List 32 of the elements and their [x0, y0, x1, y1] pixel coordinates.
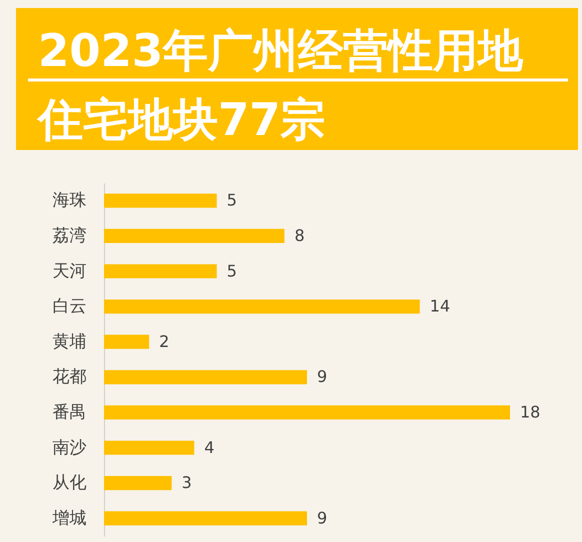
- data-label: 5: [226, 190, 237, 210]
- bar: [104, 476, 172, 490]
- data-label: 14: [430, 296, 450, 316]
- data-label: 9: [317, 367, 328, 386]
- data-label: 9: [317, 508, 328, 528]
- y-tick-label: 白云: [52, 296, 86, 317]
- bar: [104, 264, 217, 278]
- data-label: 18: [520, 402, 540, 422]
- data-label: 8: [294, 226, 305, 245]
- bar: [104, 405, 510, 420]
- data-label: 2: [159, 332, 170, 351]
- bar: [104, 228, 284, 244]
- data-label: 5: [226, 261, 237, 280]
- y-tick-label: 海珠: [52, 190, 86, 211]
- chart-subtitle: 住宅地块77宗: [36, 93, 326, 146]
- data-label: 4: [204, 438, 214, 457]
- bar: [104, 511, 307, 526]
- y-tick-label: 天河: [52, 261, 86, 282]
- bar: [104, 440, 194, 455]
- bar: [104, 334, 150, 349]
- y-tick-label: 荔湾: [52, 226, 86, 246]
- y-tick-label: 番禺: [52, 402, 86, 422]
- y-tick-label: 南沙: [52, 438, 86, 458]
- y-tick-label: 黄埔: [52, 332, 86, 352]
- chart-title: 2023年广州经营性用地: [38, 24, 524, 77]
- bar: [104, 194, 217, 208]
- data-label: 3: [182, 473, 192, 492]
- bar: [104, 299, 420, 314]
- y-tick-label: 从化: [52, 473, 86, 494]
- y-tick-label: 增城: [52, 508, 86, 528]
- y-tick-label: 花都: [52, 367, 86, 388]
- bar: [104, 370, 307, 384]
